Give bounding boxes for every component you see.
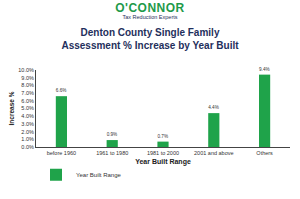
svg-text:Year Built Range: Year Built Range: [135, 158, 191, 166]
html-text:O'CONNOR: O'CONNOR: [115, 1, 185, 15]
svg-text:Denton County Single FamilyAss: Denton County Single FamilyAssessment % …: [61, 27, 239, 51]
svg-text:5.0%: 5.0%: [21, 105, 34, 111]
svg-text:Others: Others: [256, 150, 273, 156]
svg-text:0.0%: 0.0%: [21, 144, 34, 150]
svg-text:1.0%: 1.0%: [21, 136, 34, 142]
svg-text:0.9%: 0.9%: [107, 132, 118, 137]
svg-text:6.0%: 6.0%: [21, 98, 34, 104]
svg-text:0.7%: 0.7%: [157, 134, 168, 139]
svg-text:7.0%: 7.0%: [21, 90, 34, 96]
svg-text:9.4%: 9.4%: [259, 67, 270, 72]
svg-text:1961 to 1980: 1961 to 1980: [96, 150, 128, 156]
svg-text:9.0%: 9.0%: [21, 75, 34, 81]
svg-text:3.0%: 3.0%: [21, 121, 34, 127]
svg-text:8.0%: 8.0%: [21, 82, 34, 88]
svg-text:Year Built Range: Year Built Range: [76, 172, 121, 178]
svg-text:10.0%: 10.0%: [18, 67, 34, 73]
svg-text:2.0%: 2.0%: [21, 129, 34, 135]
svg-text:1981 to 2000: 1981 to 2000: [147, 150, 179, 156]
svg-text:4.0%: 4.0%: [21, 113, 34, 119]
svg-text:6.6%: 6.6%: [56, 88, 67, 93]
svg-text:2001 and above: 2001 and above: [194, 150, 233, 156]
svg-text:Increase %: Increase %: [8, 91, 15, 125]
html-text:Tax Reduction Experts: Tax Reduction Experts: [122, 14, 178, 20]
svg-text:4.4%: 4.4%: [208, 105, 219, 110]
svg-text:before 1960: before 1960: [47, 150, 76, 156]
